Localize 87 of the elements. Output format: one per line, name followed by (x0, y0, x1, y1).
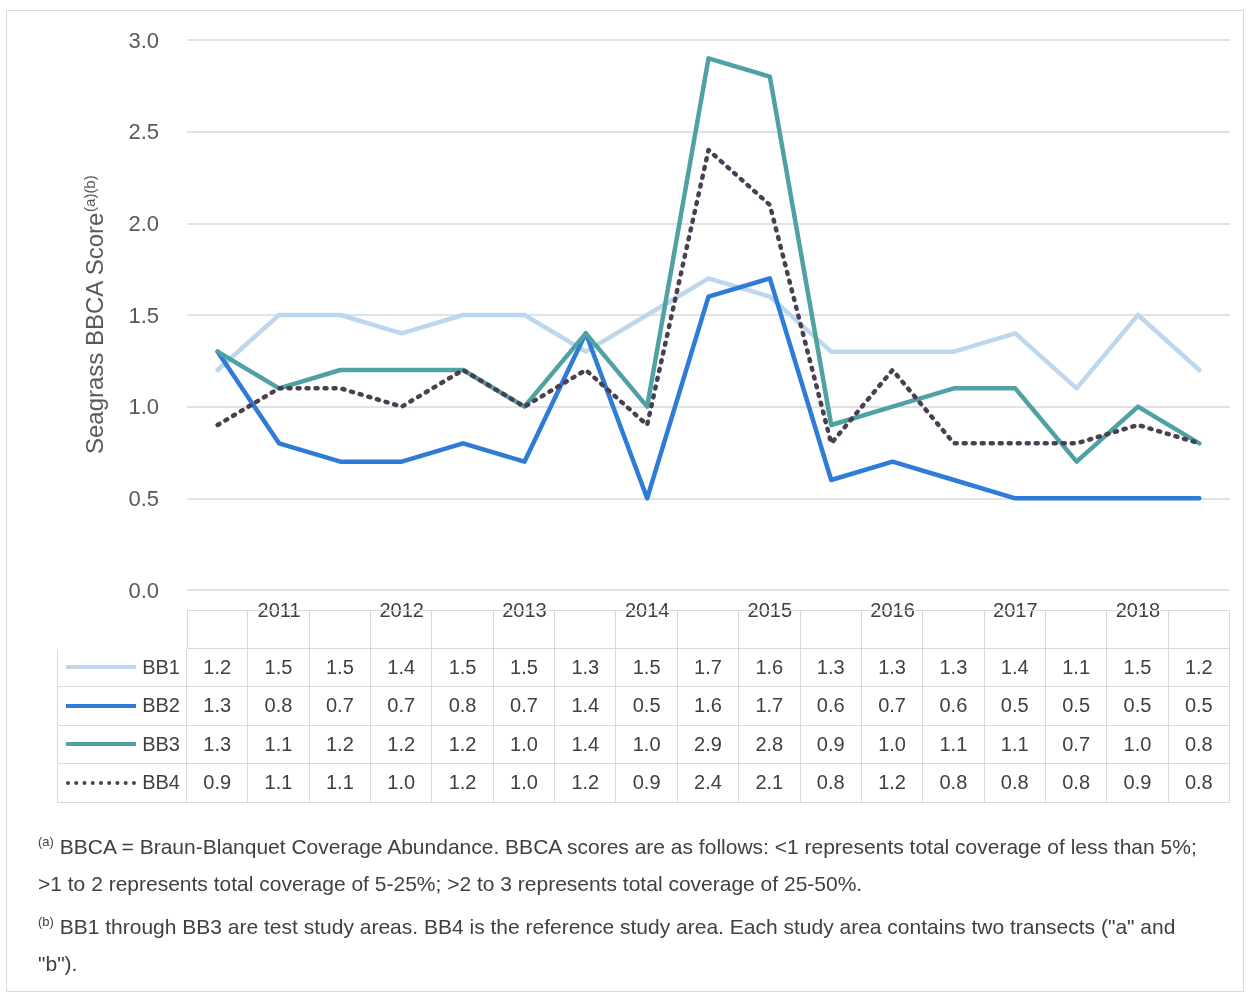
data-label: 0.8 (984, 764, 1046, 803)
data-label: 0.9 (187, 764, 249, 803)
legend-label: BB2 (142, 694, 180, 718)
data-label: 1.0 (493, 725, 556, 764)
data-label: 1.3 (800, 648, 862, 687)
data-label: 1.2 (187, 648, 249, 687)
data-label: 1.5 (432, 648, 494, 687)
data-label: 1.4 (984, 648, 1046, 687)
data-label: 1.1 (309, 764, 372, 803)
line-series (215, 56, 1202, 464)
data-label: 0.8 (432, 687, 494, 726)
data-label: 1.7 (677, 648, 740, 687)
data-label: 0.8 (248, 687, 310, 726)
y-tick-label: 1.5 (128, 302, 159, 328)
data-label: 0.8 (1168, 725, 1230, 764)
data-label: 1.0 (1107, 725, 1169, 764)
y-tick-label: 2.5 (128, 119, 159, 145)
x-tick-label: 2011 (257, 599, 301, 621)
data-label: 0.9 (800, 725, 862, 764)
data-label: 1.1 (1045, 648, 1108, 687)
line-series (215, 276, 1202, 391)
data-label: 1.0 (616, 725, 678, 764)
data-label: 0.7 (371, 687, 433, 726)
data-label: 2.9 (677, 725, 740, 764)
data-label: 1.3 (923, 648, 985, 687)
data-label: 0.8 (1045, 764, 1108, 803)
x-tick-label: 2015 (747, 599, 793, 621)
data-label: 0.8 (1168, 764, 1230, 803)
data-label: 0.7 (1045, 725, 1108, 764)
y-tick-label: 0.5 (128, 485, 159, 511)
data-label: 1.0 (371, 764, 433, 803)
data-label: 1.2 (1168, 648, 1230, 687)
data-label: 1.4 (555, 725, 617, 764)
data-label: 0.7 (493, 687, 556, 726)
y-tick-label: 2.0 (128, 210, 159, 236)
data-label: 0.9 (616, 764, 678, 803)
y-tick-label: 3.0 (128, 27, 159, 53)
data-label: 0.6 (923, 687, 985, 726)
text: $^{(b)}$ BB1 through BB3 are test study areas. BB4 is the reference study area. Each study area contains two transects ("a" and "b"). (38, 912, 1177, 977)
data-label: 2.1 (739, 764, 801, 803)
data-label: 1.0 (861, 725, 924, 764)
data-label: 1.3 (187, 725, 249, 764)
data-label: 0.5 (984, 687, 1046, 726)
data-label: 1.1 (248, 725, 310, 764)
data-label: 0.9 (1107, 764, 1169, 803)
data-label: 1.2 (432, 725, 494, 764)
data-label: 1.2 (371, 725, 433, 764)
data-label: 0.5 (1168, 687, 1230, 726)
data-label: 1.5 (616, 648, 678, 687)
y-axis-title: Seagrass BBCA Score(a)(b) (81, 175, 108, 455)
data-label: 1.4 (371, 648, 433, 687)
y-tick-label: 1.0 (128, 394, 159, 420)
y-tick-label: 0.0 (128, 577, 159, 603)
data-label: 1.6 (739, 648, 801, 687)
data-label: 1.1 (984, 725, 1046, 764)
data-label: 1.2 (861, 764, 924, 803)
data-label: 1.2 (555, 764, 617, 803)
data-label: 1.2 (432, 764, 494, 803)
data-label: 0.5 (616, 687, 678, 726)
legend-label: BB3 (142, 732, 180, 756)
line-series (215, 276, 1202, 501)
data-label: 1.3 (187, 687, 249, 726)
data-label: 1.5 (493, 648, 556, 687)
text: $^{(a)}$ BBCA = Braun-Blanquet Coverage Abundance. BBCA scores are as follows: <1 represents total coverage of less than 5%; >1 to 2 represents total coverage of 5-25%; >2 to 3 represents total coverage of 25-50%. (38, 832, 1198, 897)
legend-label: BB1 (142, 655, 180, 679)
data-label: 1.2 (309, 725, 372, 764)
data-label: 2.4 (677, 764, 740, 803)
data-label: 1.3 (555, 648, 617, 687)
data-label: 1.5 (1107, 648, 1169, 687)
data-label: 1.0 (493, 764, 556, 803)
data-label: 2.8 (739, 725, 801, 764)
data-label: 0.7 (309, 687, 372, 726)
legend-label: BB4 (142, 771, 180, 795)
data-label: 1.3 (861, 648, 924, 687)
data-label: 1.1 (248, 764, 310, 803)
data-label: 1.6 (677, 687, 740, 726)
data-label: 0.5 (1107, 687, 1169, 726)
data-label: 1.7 (739, 687, 801, 726)
data-label: 0.5 (1045, 687, 1108, 726)
data-label: 0.8 (800, 764, 862, 803)
data-label: 0.8 (923, 764, 985, 803)
data-label: 1.5 (248, 648, 310, 687)
data-label: 1.1 (923, 725, 985, 764)
data-label: 1.5 (309, 648, 372, 687)
data-label: 0.7 (861, 687, 924, 726)
data-label: 1.4 (555, 687, 617, 726)
data-label: 0.6 (800, 687, 862, 726)
